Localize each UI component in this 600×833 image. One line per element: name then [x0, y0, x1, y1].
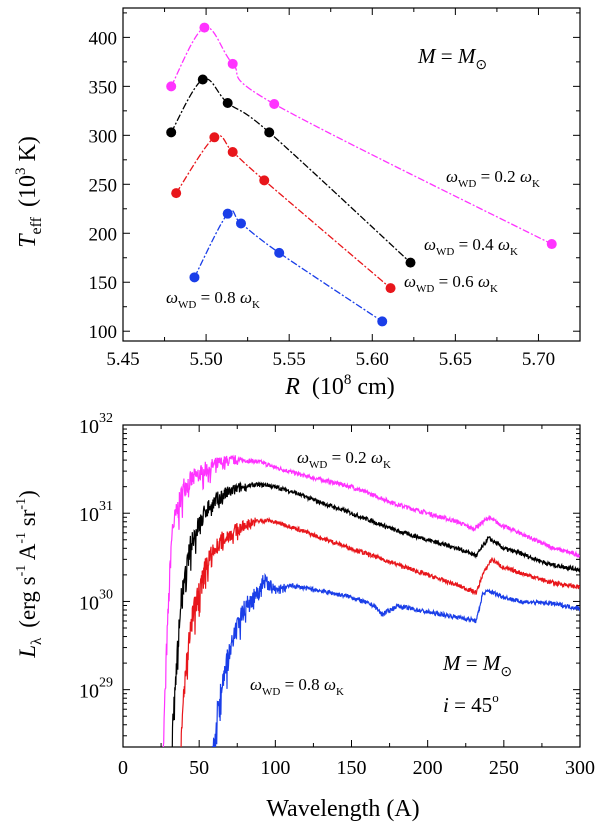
top-y-tick-label: 400: [89, 28, 118, 49]
top-y-tick-label: 300: [89, 126, 118, 147]
bottom-label-0p2: ωWD = 0.2 ωK: [297, 448, 391, 471]
top-data-point: [235, 218, 246, 229]
top-series-points: [166, 22, 557, 327]
top-y-tick-label: 200: [89, 224, 118, 245]
bottom-spectrum-1: [171, 481, 580, 747]
top-series-line-2: [175, 135, 391, 289]
top-chart: 5.45 5.50 5.55 5.60 5.65 5.70 100 150 200 250 300 3…: [13, 7, 581, 400]
top-data-point: [197, 74, 208, 85]
top-label-0p6: ωWD = 0.6 ωK: [404, 272, 498, 295]
bottom-x-tick-label: 0: [118, 757, 128, 779]
bottom-ticks: 0 50 100 150 200 250 300 1029 1030 1031 1032: [79, 411, 595, 779]
bottom-series-lines: [162, 454, 580, 747]
top-y-tick-label: 350: [89, 77, 118, 98]
bottom-spectrum-2: [180, 516, 580, 747]
top-x-tick-label: 5.60: [356, 349, 389, 370]
top-y-tick-label: 250: [89, 175, 118, 196]
bottom-y-axis-label: Lλ(erg s-1 A-1 sr-1): [14, 490, 45, 659]
bottom-spectrum-0: [162, 454, 580, 747]
top-data-point: [171, 188, 182, 199]
bottom-mass-annotation: M = M⊙: [442, 651, 512, 680]
bottom-y-tick-label: 1032: [79, 411, 113, 438]
top-data-point: [166, 127, 177, 138]
bottom-y-tick-label: 1031: [79, 499, 113, 526]
top-data-point: [377, 316, 388, 327]
top-data-point: [222, 208, 233, 219]
top-data-point: [199, 22, 210, 33]
top-data-point: [209, 132, 220, 143]
top-data-point: [264, 127, 275, 138]
top-data-point: [259, 175, 270, 186]
top-data-point: [269, 98, 280, 109]
bottom-label-0p8: ωWD = 0.8 ωK: [250, 675, 344, 698]
bottom-x-axis-label: Wavelength (A): [266, 796, 419, 822]
top-data-point: [546, 239, 557, 250]
bottom-x-tick-label: 50: [189, 757, 209, 779]
bottom-y-tick-label: 1029: [79, 676, 113, 703]
top-mass-annotation: M = M⊙: [417, 44, 487, 73]
top-series-line-0: [170, 26, 553, 245]
bottom-x-tick-label: 100: [260, 757, 290, 779]
top-x-axis-label: R (108 cm): [284, 372, 394, 400]
top-x-tick-label: 5.70: [522, 349, 555, 370]
bottom-x-tick-label: 300: [565, 757, 595, 779]
bottom-inclination-annotation: i = 45o: [443, 690, 499, 717]
bottom-x-tick-label: 150: [337, 757, 367, 779]
top-data-point: [227, 146, 238, 157]
top-label-0p2: ωWD = 0.2 ωK: [446, 167, 540, 190]
top-x-tick-label: 5.55: [273, 349, 306, 370]
top-data-point: [227, 58, 238, 69]
top-ticks: 5.45 5.50 5.55 5.60 5.65 5.70 100 150 200 250 300 3…: [89, 8, 580, 370]
top-label-0p4: ωWD = 0.4 ωK: [424, 235, 518, 258]
bottom-x-tick-label: 200: [413, 757, 443, 779]
bottom-x-tick-label: 250: [489, 757, 519, 779]
top-data-point: [166, 81, 177, 92]
top-series-line-1: [170, 78, 411, 264]
top-x-tick-label: 5.45: [106, 349, 139, 370]
top-data-point: [385, 283, 396, 294]
bottom-y-tick-label: 1030: [79, 587, 113, 614]
top-data-point: [274, 247, 285, 258]
top-label-0p8: ωWD = 0.8 ωK: [166, 288, 260, 311]
top-y-tick-label: 150: [89, 273, 118, 294]
top-x-tick-label: 5.65: [439, 349, 472, 370]
top-x-tick-label: 5.50: [189, 349, 222, 370]
bottom-spectrum-3: [211, 572, 580, 747]
top-data-point: [189, 272, 200, 283]
top-data-point: [222, 98, 233, 109]
top-plot-frame: [122, 7, 581, 342]
bottom-chart: 0 50 100 150 200 250 300 1029 1030 1031 1032 Lλ(er…: [14, 411, 595, 822]
top-y-axis-label: Teff(103 K): [13, 136, 45, 248]
top-data-point: [405, 257, 416, 268]
top-y-tick-label: 100: [89, 322, 118, 343]
